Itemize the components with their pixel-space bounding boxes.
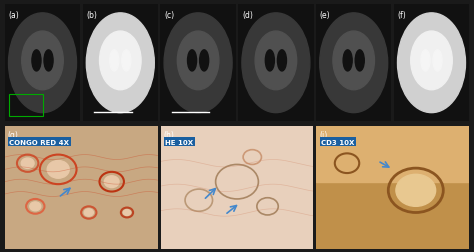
Ellipse shape [265, 51, 274, 72]
Ellipse shape [122, 51, 131, 72]
Ellipse shape [277, 51, 286, 72]
Text: (a): (a) [9, 11, 19, 20]
Ellipse shape [188, 51, 197, 72]
Ellipse shape [164, 14, 232, 113]
Text: (h): (h) [164, 131, 174, 139]
Bar [9, 95, 43, 116]
Ellipse shape [200, 51, 209, 72]
Text: (c): (c) [164, 11, 174, 20]
Ellipse shape [433, 51, 442, 72]
Ellipse shape [333, 32, 374, 90]
Ellipse shape [255, 32, 297, 90]
Circle shape [84, 209, 93, 216]
Bar [317, 127, 469, 182]
Text: (g): (g) [8, 131, 18, 139]
Circle shape [21, 159, 34, 169]
Circle shape [123, 210, 131, 216]
Ellipse shape [100, 32, 141, 90]
Ellipse shape [319, 14, 388, 113]
Text: CONGO RED 4X: CONGO RED 4X [9, 139, 69, 145]
Text: CD3 10X: CD3 10X [321, 139, 355, 145]
Text: HE 10X: HE 10X [165, 139, 193, 145]
Ellipse shape [32, 51, 41, 72]
Ellipse shape [9, 14, 76, 113]
Text: (f): (f) [398, 11, 406, 20]
Circle shape [30, 202, 41, 211]
Ellipse shape [86, 14, 155, 113]
Ellipse shape [44, 51, 53, 72]
Text: (b): (b) [86, 11, 97, 20]
Ellipse shape [22, 32, 63, 90]
Ellipse shape [411, 32, 452, 90]
Circle shape [104, 176, 119, 188]
Ellipse shape [242, 14, 310, 113]
Text: (d): (d) [242, 11, 253, 20]
Ellipse shape [343, 51, 352, 72]
Ellipse shape [355, 51, 365, 72]
Ellipse shape [109, 51, 119, 72]
Ellipse shape [177, 32, 219, 90]
Circle shape [47, 161, 69, 178]
Ellipse shape [398, 14, 465, 113]
Circle shape [396, 175, 436, 207]
Text: (e): (e) [319, 11, 330, 20]
Text: (i): (i) [319, 131, 328, 139]
Ellipse shape [421, 51, 430, 72]
